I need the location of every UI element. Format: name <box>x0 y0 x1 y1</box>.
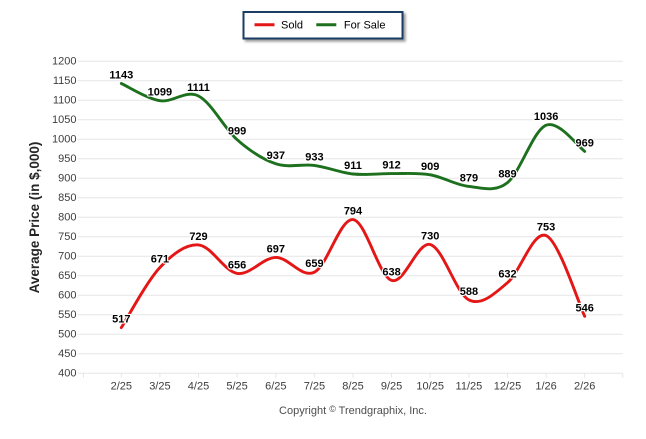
svg-text:850: 850 <box>58 192 76 204</box>
svg-text:546: 546 <box>576 302 594 314</box>
svg-text:900: 900 <box>58 173 76 185</box>
svg-text:Average Price (in $,000): Average Price (in $,000) <box>27 142 42 294</box>
svg-text:1050: 1050 <box>52 114 76 126</box>
svg-text:700: 700 <box>58 250 76 262</box>
svg-text:697: 697 <box>267 243 285 255</box>
svg-text:Copyright © Trendgraphix, Inc.: Copyright © Trendgraphix, Inc. <box>279 404 427 417</box>
svg-text:933: 933 <box>305 151 323 163</box>
svg-text:1100: 1100 <box>53 95 77 107</box>
svg-text:750: 750 <box>58 231 76 243</box>
svg-text:500: 500 <box>58 328 76 340</box>
svg-text:753: 753 <box>537 222 555 234</box>
svg-text:800: 800 <box>58 211 76 223</box>
svg-text:889: 889 <box>498 169 516 181</box>
svg-text:9/25: 9/25 <box>381 381 402 393</box>
svg-text:1150: 1150 <box>53 75 77 87</box>
svg-text:2/25: 2/25 <box>111 381 132 393</box>
svg-text:12/25: 12/25 <box>494 381 522 393</box>
svg-text:794: 794 <box>344 206 363 218</box>
svg-text:879: 879 <box>460 172 478 184</box>
svg-text:4/25: 4/25 <box>188 381 209 393</box>
svg-text:7/25: 7/25 <box>304 381 325 393</box>
svg-text:3/25: 3/25 <box>149 381 170 393</box>
svg-text:2/26: 2/26 <box>574 381 595 393</box>
svg-text:999: 999 <box>228 126 246 138</box>
svg-text:For Sale: For Sale <box>344 19 386 31</box>
svg-text:588: 588 <box>460 286 478 298</box>
svg-text:517: 517 <box>112 314 130 326</box>
svg-text:1143: 1143 <box>109 70 133 82</box>
svg-text:729: 729 <box>189 231 207 243</box>
svg-text:671: 671 <box>151 254 169 266</box>
svg-text:1000: 1000 <box>52 134 76 146</box>
svg-text:1/26: 1/26 <box>535 381 556 393</box>
svg-text:950: 950 <box>58 153 76 165</box>
svg-text:550: 550 <box>58 309 76 321</box>
svg-text:10/25: 10/25 <box>416 381 444 393</box>
svg-text:730: 730 <box>421 231 439 243</box>
svg-text:5/25: 5/25 <box>226 381 247 393</box>
svg-text:600: 600 <box>58 289 76 301</box>
svg-text:400: 400 <box>58 367 76 379</box>
svg-text:937: 937 <box>267 150 285 162</box>
svg-text:Sold: Sold <box>281 19 303 31</box>
svg-text:909: 909 <box>421 161 439 173</box>
svg-text:1099: 1099 <box>148 87 172 99</box>
svg-text:638: 638 <box>382 266 400 278</box>
svg-text:632: 632 <box>498 269 516 281</box>
svg-text:650: 650 <box>58 270 76 282</box>
svg-text:11/25: 11/25 <box>456 381 483 393</box>
svg-text:659: 659 <box>305 258 323 270</box>
svg-text:450: 450 <box>58 348 76 360</box>
svg-text:1111: 1111 <box>187 82 210 94</box>
svg-text:1036: 1036 <box>534 111 558 123</box>
svg-text:911: 911 <box>344 160 362 172</box>
svg-text:8/25: 8/25 <box>342 381 363 393</box>
svg-text:656: 656 <box>228 259 246 271</box>
svg-text:969: 969 <box>576 137 594 149</box>
svg-text:1200: 1200 <box>52 56 76 68</box>
svg-text:912: 912 <box>382 160 400 172</box>
svg-text:6/25: 6/25 <box>265 381 286 393</box>
